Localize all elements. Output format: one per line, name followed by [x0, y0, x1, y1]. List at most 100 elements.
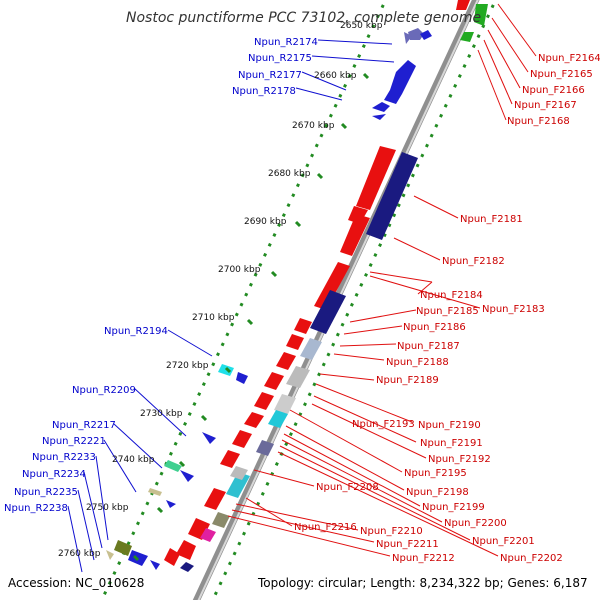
reverse-gene-labels: Npun_R2174 Npun_R2175 Npun_R2177 Npun_R2…	[4, 37, 318, 514]
kbp-label: 2660 kbp	[314, 71, 357, 81]
gene-label: Npun_F2199	[422, 502, 485, 513]
gene-label: Npun_F2211	[376, 539, 439, 550]
gene-block-magenta	[200, 528, 216, 542]
gene-arrow	[180, 470, 194, 482]
gene-block-red-large	[314, 262, 350, 310]
gene-label: Npun_R2177	[238, 70, 302, 81]
gene-block-cyan	[226, 472, 250, 498]
topology-text: Topology: circular; Length: 8,234,322 bp…	[257, 576, 588, 590]
gene-label: Npun_F2167	[514, 100, 577, 111]
gene-block-gray	[212, 512, 230, 528]
gene-arrow	[348, 206, 368, 224]
gene-arrow	[372, 114, 386, 120]
gene-arrow	[372, 102, 390, 112]
gene-arrow	[232, 430, 252, 448]
gene-label: Npun_R2209	[72, 385, 136, 396]
gene-label: Npun_F2182	[442, 256, 505, 267]
kbp-label: 2740 kbp	[112, 455, 155, 465]
kbp-label: 2700 kbp	[218, 265, 261, 275]
gene-label: Npun_F2183	[482, 304, 545, 315]
gene-label: Npun_F2165	[530, 69, 593, 80]
gene-label: Npun_F2189	[376, 375, 439, 386]
gene-label: Npun_F2166	[522, 85, 585, 96]
kbp-label: 2650 kbp	[340, 21, 383, 31]
kbp-label: 2750 kbp	[86, 503, 129, 513]
gene-block-red-large	[340, 214, 370, 256]
gene-arrow	[176, 540, 196, 560]
gene-arrow	[244, 412, 264, 428]
gene-label: Npun_F2188	[386, 357, 449, 368]
gene-arrow	[264, 372, 284, 390]
accession-text: Accession: NC_010628	[8, 576, 144, 590]
kbp-label: 2730 kbp	[140, 409, 183, 419]
gene-arrow	[474, 4, 488, 26]
gene-arrow	[294, 318, 312, 334]
gene-block-navy	[180, 562, 194, 572]
gene-arrow	[236, 372, 248, 384]
gene-arrow	[404, 32, 412, 44]
gene-label: Npun_F2181	[460, 214, 523, 225]
gene-block-gray	[256, 440, 274, 456]
gene-label: Npun_F2198	[406, 487, 469, 498]
map-title: Nostoc punctiforme PCC 73102, complete g…	[126, 10, 481, 26]
gene-label: Npun_R2174	[254, 37, 318, 48]
kbp-ticks	[132, 72, 370, 562]
gene-label: Npun_F2190	[418, 420, 481, 431]
kbp-label: 2760 kbp	[58, 549, 101, 559]
gene-block-navy	[310, 290, 346, 334]
gene-label: Npun_R2233	[32, 452, 96, 463]
gene-block-green	[164, 460, 182, 472]
gene-label: Npun_R2235	[14, 487, 78, 498]
gene-arrow	[220, 450, 240, 468]
gene-block-khaki	[148, 488, 162, 496]
gene-label: Npun_R2234	[22, 469, 86, 480]
gene-block-red-large	[356, 146, 396, 210]
gene-block-gray	[286, 366, 310, 388]
gene-label: Npun_F2200	[444, 518, 507, 529]
gene-label: Npun_F2202	[500, 553, 563, 564]
gene-label: Npun_R2194	[104, 326, 168, 337]
kbp-labels: 2650 kbp 2660 kbp 2670 kbp 2680 kbp 2690…	[58, 21, 383, 559]
forward-gene-labels: Npun_F2164 Npun_F2165 Npun_F2166 Npun_F2…	[294, 53, 600, 564]
kbp-label: 2690 kbp	[244, 217, 287, 227]
gene-label: Npun_F2210	[360, 526, 423, 537]
gene-arrow	[286, 334, 304, 350]
gene-block-cyan	[268, 410, 288, 428]
gene-arrow	[204, 488, 226, 510]
gene-label: Npun_F2186	[403, 322, 466, 333]
gene-block-navy	[366, 152, 418, 240]
gene-block-gray	[230, 466, 248, 480]
top-reverse-genes	[372, 28, 432, 120]
gene-label: Npun_F2195	[404, 468, 467, 479]
top-forward-genes	[456, 0, 488, 42]
gene-label: Npun_R2221	[42, 436, 106, 447]
gene-label: Npun_F2168	[507, 116, 570, 127]
gene-arrow	[166, 500, 176, 508]
gene-label: Npun_R2238	[4, 503, 68, 514]
left-label-connectors	[67, 39, 395, 573]
kbp-label: 2720 kbp	[166, 361, 209, 371]
gene-label: Npun_F2212	[392, 553, 455, 564]
gene-arrow	[460, 32, 474, 42]
gene-arrow	[150, 560, 160, 570]
gene-arrow	[202, 432, 216, 444]
gene-label: Npun_R2217	[52, 420, 116, 431]
gene-label: Npun_F2185	[416, 306, 479, 317]
gene-arrow	[420, 30, 432, 40]
kbp-label: 2710 kbp	[192, 313, 235, 323]
gene-block-khaki	[106, 550, 114, 560]
gene-label: Npun_F2164	[538, 53, 600, 64]
kbp-label: 2670 kbp	[292, 121, 335, 131]
gene-block-olive	[114, 540, 132, 556]
gene-label: Npun_F2201	[472, 536, 535, 547]
right-label-connectors	[227, 3, 537, 557]
gene-block-gray	[274, 394, 296, 414]
gene-arrow	[276, 352, 296, 370]
mid-gene-cluster	[164, 318, 322, 572]
gene-block-gray	[300, 338, 322, 360]
gene-label: Npun_F2208	[316, 482, 379, 493]
gene-label: Npun_F2184	[420, 290, 483, 301]
gene-arrow	[254, 392, 274, 410]
gene-label: Npun_F2191	[420, 438, 483, 449]
